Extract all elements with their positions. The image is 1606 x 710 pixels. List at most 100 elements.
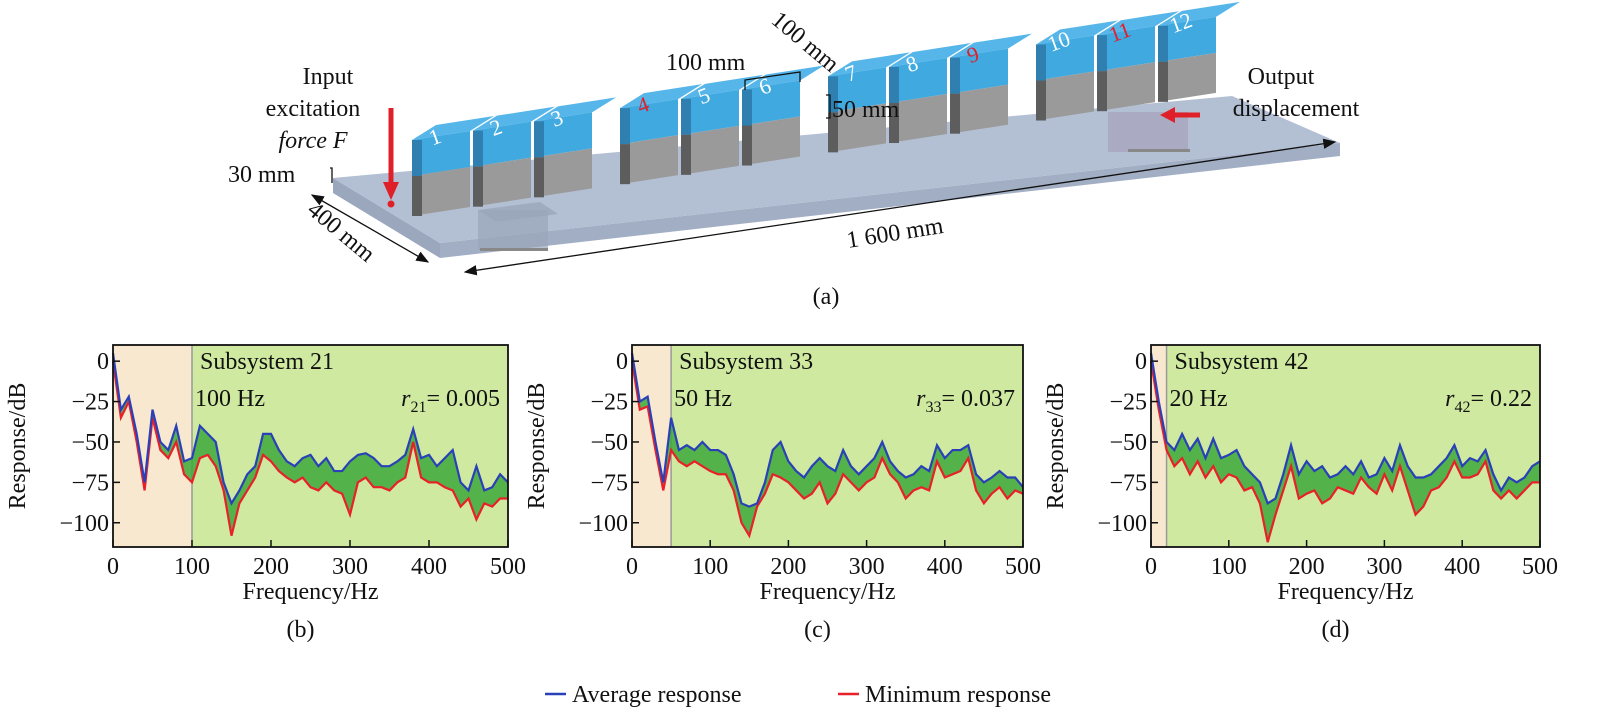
- panel-label: (b): [287, 617, 315, 643]
- y-tick-label: 0: [97, 349, 109, 375]
- y-tick-label: −25: [590, 390, 628, 416]
- x-tick-label: 300: [849, 554, 885, 580]
- y-tick-label: −50: [71, 430, 109, 456]
- y-tick-label: −75: [590, 470, 628, 496]
- x-tick-label: 300: [1366, 554, 1402, 580]
- ratio-annotation: r33= 0.037: [916, 386, 1015, 416]
- structure-diagram: 1 2 3 4 5 6 7 8 9 10 11 12 Input excitation force F…: [228, 1, 1360, 310]
- minimum-response-line: [630, 360, 1024, 539]
- y-axis-label: Response/dB: [524, 383, 550, 510]
- dim-1600mm: 1 600 mm: [845, 213, 946, 254]
- x-tick-label: 500: [1522, 554, 1558, 580]
- average-response-line: [630, 352, 1024, 508]
- boundary-frequency-label: 50 Hz: [674, 386, 732, 412]
- input-arrow-head: [383, 182, 399, 200]
- input-label-3: force F: [278, 128, 347, 154]
- x-tick-label: 500: [1005, 554, 1041, 580]
- response-gap-fill: [632, 353, 1023, 536]
- y-tick-label: −50: [590, 430, 628, 456]
- response-charts: 0 100 200 300 400 500 0 −25 −50 −75 −100 Frequency/…: [5, 344, 1558, 643]
- x-tick-label: 0: [107, 554, 119, 580]
- high-frequency-band: [671, 345, 1023, 547]
- chart-c: 0 100 200 300 400 500 0 −25 −50 −75 −100 Frequency/…: [524, 344, 1041, 643]
- mass-blocks: 1 2 3 4 5 6 7 8 9 10 11 12: [412, 1, 1240, 216]
- block-9: 9: [950, 33, 1032, 134]
- subsystem-title: Subsystem 21: [200, 349, 334, 375]
- legend-minimum-label: Minimum response: [865, 682, 1051, 708]
- x-tick-label: 200: [253, 554, 289, 580]
- subsystem-title: Subsystem 33: [679, 349, 813, 375]
- x-tick-label: 400: [927, 554, 963, 580]
- dim-30-bracket: [330, 167, 333, 183]
- dim-100-bracket: [744, 71, 801, 90]
- x-axis-label: Frequency/Hz: [243, 579, 379, 605]
- x-axis-label: Frequency/Hz: [1278, 579, 1414, 605]
- ratio-annotation: r42= 0.22: [1445, 386, 1532, 416]
- minimum-response-line: [111, 361, 508, 536]
- panel-label: (c): [804, 617, 831, 643]
- y-axis-label: Response/dB: [1043, 383, 1069, 510]
- block-11: 11: [1097, 11, 1179, 112]
- x-tick-label: 100: [174, 554, 210, 580]
- input-point: [387, 200, 395, 208]
- subsystem-title: Subsystem 42: [1175, 349, 1309, 375]
- y-tick-label: −50: [1109, 430, 1147, 456]
- block-10: 10: [1036, 20, 1118, 121]
- y-tick-label: −25: [71, 390, 109, 416]
- x-tick-label: 0: [1145, 554, 1157, 580]
- average-response-line: [1149, 352, 1541, 506]
- y-tick-label: −100: [578, 511, 628, 537]
- dim-30mm: 30 mm: [228, 162, 296, 188]
- x-axis-label: Frequency/Hz: [760, 579, 896, 605]
- plot-frame: [1150, 344, 1541, 548]
- output-arrow-head: [1160, 107, 1175, 123]
- dim-1600-line: [463, 138, 1337, 276]
- x-tick-label: 300: [332, 554, 368, 580]
- output-label-2: displacement: [1233, 96, 1360, 122]
- low-frequency-band: [1151, 345, 1167, 547]
- y-tick-label: −25: [1109, 390, 1147, 416]
- boundary-frequency-label: 100 Hz: [195, 386, 265, 412]
- support-right: [1108, 112, 1190, 152]
- output-label-1: Output: [1248, 64, 1315, 90]
- y-tick-label: 0: [1135, 349, 1147, 375]
- y-tick-label: −100: [1097, 511, 1147, 537]
- input-label-2: excitation: [266, 96, 361, 122]
- x-tick-label: 400: [1444, 554, 1480, 580]
- x-tick-label: 500: [490, 554, 526, 580]
- x-tick-label: 0: [626, 554, 638, 580]
- x-tick-label: 100: [1211, 554, 1247, 580]
- chart-d: 0 100 200 300 400 500 0 −25 −50 −75 −100 Frequency/…: [1043, 344, 1558, 643]
- support-left: [478, 202, 558, 251]
- x-tick-label: 200: [1289, 554, 1325, 580]
- dim-400-line: [310, 194, 430, 263]
- legend: Average response Minimum response: [545, 682, 1051, 708]
- average-response-line: [111, 352, 509, 506]
- y-axis-label: Response/dB: [5, 383, 31, 510]
- block-8: 8: [889, 43, 971, 144]
- chart-b: 0 100 200 300 400 500 0 −25 −50 −75 −100 Frequency/…: [5, 344, 526, 643]
- boundary-frequency-label: 20 Hz: [1170, 386, 1228, 412]
- legend-average-label: Average response: [572, 682, 741, 708]
- y-tick-label: −100: [59, 511, 109, 537]
- dim-50-bracket: [826, 94, 831, 119]
- x-tick-label: 200: [770, 554, 806, 580]
- y-tick-label: 0: [616, 349, 628, 375]
- y-tick-label: −75: [71, 470, 109, 496]
- ratio-annotation: r21= 0.005: [401, 386, 500, 416]
- minimum-response-line: [1149, 360, 1540, 543]
- panel-label-a: (a): [813, 284, 840, 310]
- plot-frame: [631, 344, 1024, 548]
- low-frequency-band: [632, 345, 672, 547]
- high-frequency-band: [1166, 345, 1540, 547]
- dim-50mm: 50 mm: [832, 97, 900, 123]
- dim-100mm-b: 100 mm: [766, 7, 844, 78]
- block-12: 12: [1158, 1, 1240, 102]
- x-tick-label: 400: [411, 554, 447, 580]
- plot-frame: [112, 344, 509, 548]
- x-tick-label: 100: [692, 554, 728, 580]
- y-tick-label: −75: [1109, 470, 1147, 496]
- input-label-1: Input: [303, 64, 354, 90]
- panel-label: (d): [1322, 617, 1350, 643]
